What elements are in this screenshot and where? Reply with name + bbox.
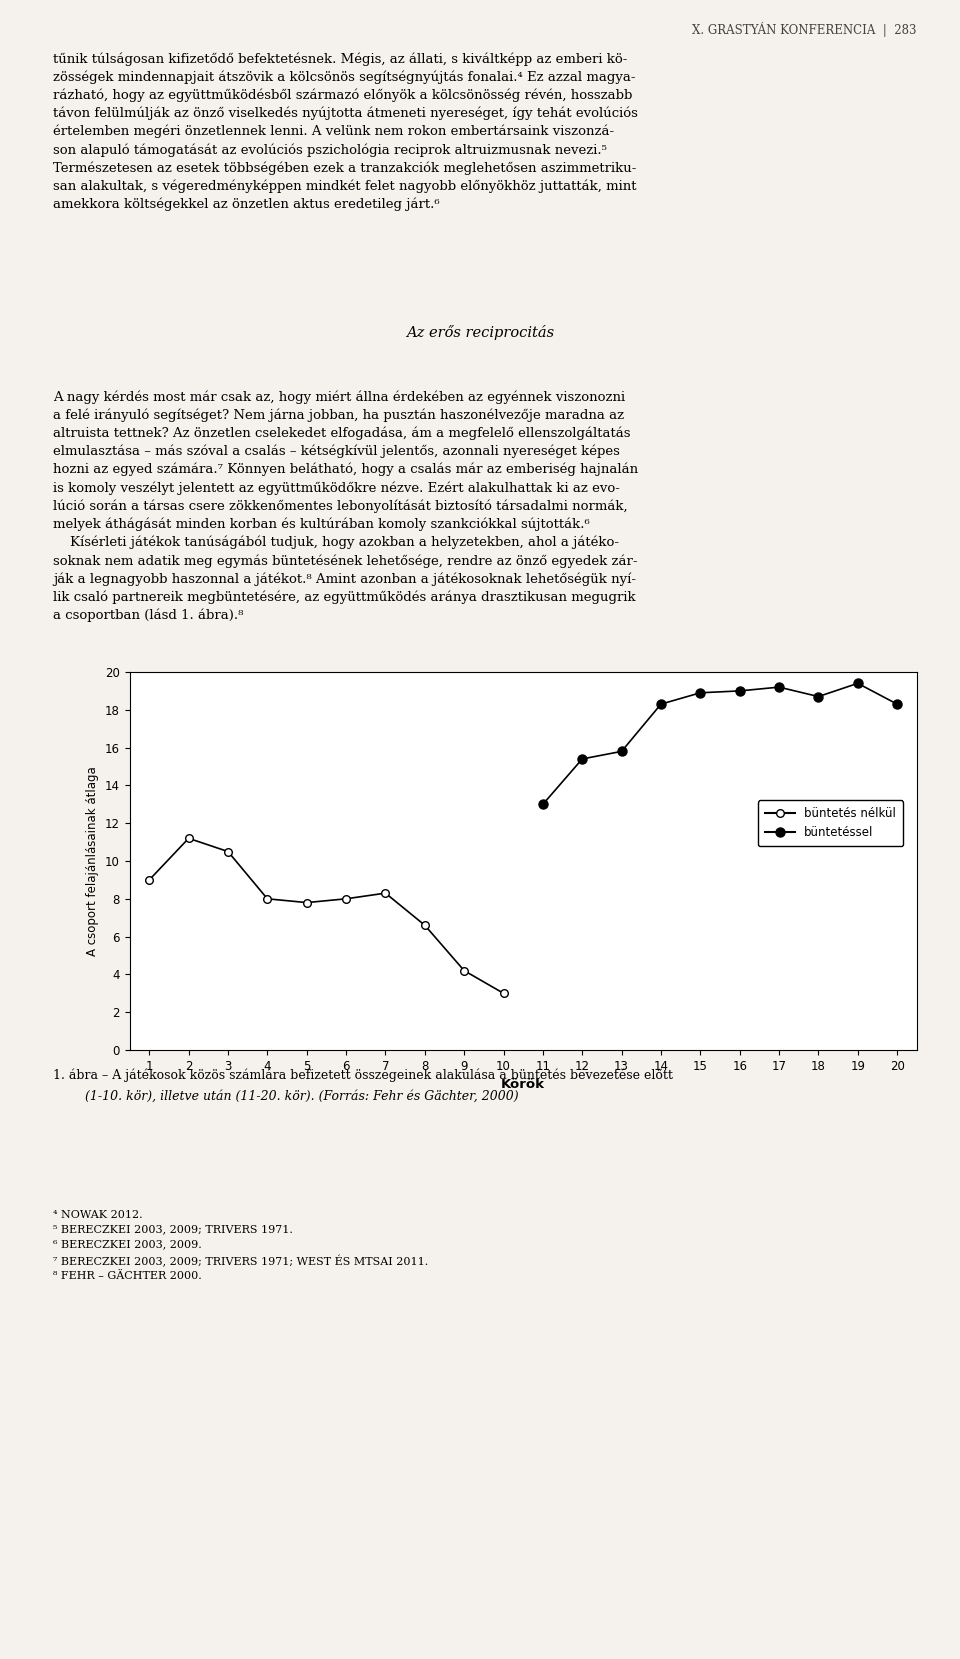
Text: Az erős reciprocitás: Az erős reciprocitás [406, 325, 554, 340]
Y-axis label: A csoport felajánlásainak átlaga: A csoport felajánlásainak átlaga [86, 766, 99, 956]
Legend: büntetés nélkül, büntetéssel: büntetés nélkül, büntetéssel [758, 800, 903, 846]
Text: 1. ábra – A játékosok közös számlára befizetett összegeinek alakulása a büntetés: 1. ábra – A játékosok közös számlára bef… [53, 1068, 673, 1082]
Text: ⁴ NOWAK 2012.
⁵ BERECZKEI 2003, 2009; TRIVERS 1971.
⁶ BERECZKEI 2003, 2009.
⁷ BE: ⁴ NOWAK 2012. ⁵ BERECZKEI 2003, 2009; TR… [53, 1209, 428, 1281]
Text: X. GRASTYÁN KONFERENCIA  |  283: X. GRASTYÁN KONFERENCIA | 283 [692, 22, 917, 36]
X-axis label: Körök: Körök [501, 1078, 545, 1092]
Text: (1-10. kör), illetve után (11-20. kör). (Forrás: Fehr és Gächter, 2000): (1-10. kör), illetve után (11-20. kör). … [53, 1090, 518, 1103]
Text: tűnik túlságosan kifizetődő befektetésnek. Mégis, az állati, s kiváltképp az emb: tűnik túlságosan kifizetődő befektetésne… [53, 51, 637, 211]
Text: A nagy kérdés most már csak az, hogy miért állna érdekében az egyénnek viszonozn: A nagy kérdés most már csak az, hogy mié… [53, 390, 638, 622]
